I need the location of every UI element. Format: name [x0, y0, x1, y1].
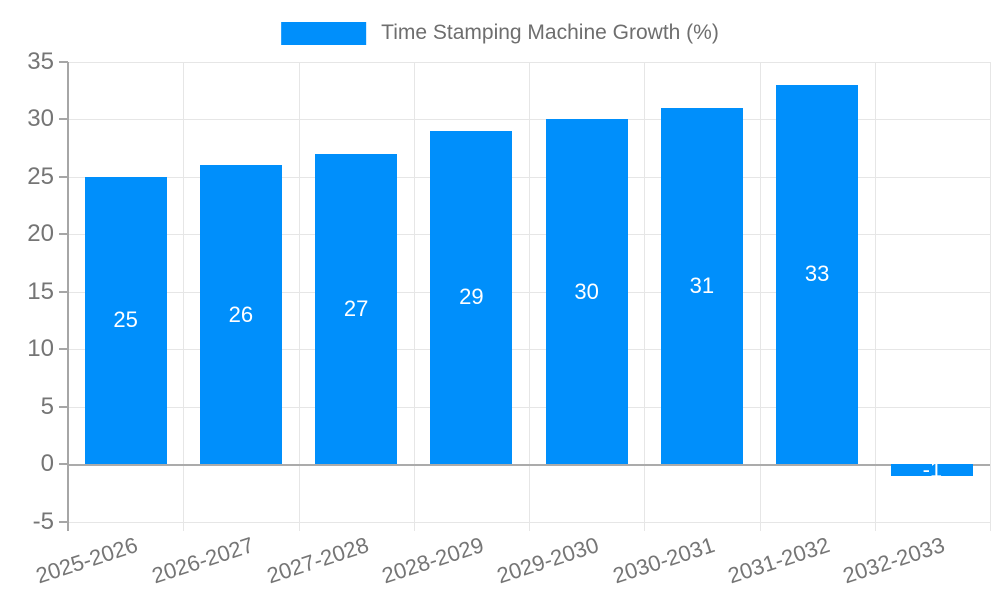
v-gridline — [529, 61, 530, 522]
bar-value-label: 31 — [689, 272, 715, 298]
bar-value-label: -1 — [923, 464, 943, 476]
x-tick-label: 2027-2028 — [263, 532, 372, 589]
y-axis-line — [67, 61, 69, 531]
y-tick-label: 0 — [40, 450, 54, 477]
y-tick-label: 20 — [27, 220, 54, 247]
y-axis-tick — [59, 233, 68, 235]
y-tick-label: 5 — [40, 392, 54, 420]
y-axis-tick — [59, 175, 68, 178]
bar-value-label: 33 — [804, 261, 830, 287]
x-axis-tick — [298, 521, 300, 531]
bar[interactable]: 30 — [545, 119, 628, 464]
y-axis-tick — [59, 60, 68, 63]
y-tick-label: 25 — [27, 162, 54, 190]
x-axis-tick — [990, 521, 991, 531]
bar[interactable]: 25 — [84, 176, 167, 464]
y-axis-tick — [59, 405, 68, 408]
x-tick-label: 2032-2033 — [839, 532, 948, 589]
y-axis-tick — [59, 348, 68, 350]
bar[interactable]: -1 — [891, 464, 974, 476]
legend-series-label[interactable]: Time Stamping Machine Growth (%) — [381, 21, 719, 44]
x-axis-tick — [874, 521, 876, 531]
x-tick-label: 2029-2030 — [494, 532, 603, 589]
y-tick-label: 35 — [27, 47, 54, 75]
bar[interactable]: 27 — [315, 153, 398, 464]
zero-line — [68, 464, 990, 466]
x-tick-label: 2025-2026 — [33, 532, 142, 589]
v-gridline — [990, 61, 991, 522]
x-axis-tick — [529, 521, 530, 531]
y-axis-tick — [59, 463, 68, 465]
bar-value-label: 26 — [228, 301, 254, 327]
bar[interactable]: 33 — [776, 84, 859, 464]
v-gridline — [644, 61, 646, 522]
v-gridline — [183, 61, 185, 522]
y-tick-label: 30 — [27, 105, 54, 132]
y-tick-label: 15 — [27, 277, 54, 305]
y-tick-label: 10 — [27, 335, 54, 362]
bar[interactable]: 29 — [430, 130, 513, 464]
bar-value-label: 27 — [343, 295, 369, 321]
bar[interactable]: 26 — [199, 165, 282, 464]
bar-value-label: 25 — [113, 307, 138, 333]
y-axis-tick — [59, 290, 68, 293]
x-tick-label: 2031-2032 — [724, 532, 833, 589]
x-axis-tick — [644, 521, 646, 531]
y-tick-label: -5 — [32, 507, 54, 535]
y-axis-tick — [59, 118, 68, 120]
legend[interactable]: Time Stamping Machine Growth (%) — [281, 21, 719, 45]
v-gridline — [874, 61, 876, 522]
x-tick-label: 2026-2027 — [148, 532, 257, 589]
legend-marker-icon[interactable] — [281, 21, 367, 45]
v-gridline — [759, 61, 761, 522]
bar[interactable]: 31 — [660, 107, 743, 464]
x-tick-label: 2030-2031 — [609, 532, 718, 589]
x-axis-tick — [759, 521, 761, 531]
x-tick-label: 2028-2029 — [378, 532, 487, 589]
x-axis-tick — [183, 521, 185, 531]
bar-value-label: 29 — [459, 284, 484, 310]
v-gridline — [413, 61, 415, 522]
x-axis-tick — [413, 521, 415, 531]
v-gridline — [298, 61, 300, 522]
bar-value-label: 30 — [574, 278, 599, 304]
y-axis-tick — [59, 520, 68, 523]
